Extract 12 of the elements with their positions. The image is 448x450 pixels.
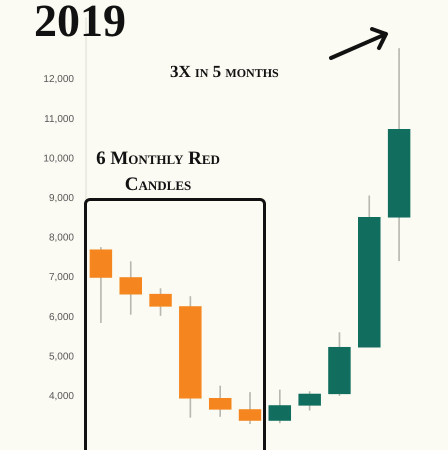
y-tick-label: 5,000: [48, 351, 74, 362]
annotation: 6 Monthly Red Candles: [95, 147, 221, 197]
y-tick-label: 7,000: [48, 272, 74, 284]
y-tick-label: 9,000: [48, 193, 74, 204]
y-tick-label: 8,000: [48, 232, 74, 244]
y-tick-label: 4,000: [48, 391, 74, 402]
chart-title: 2019: [34, 0, 126, 46]
y-tick-label: 6,000: [48, 312, 74, 323]
y-tick-label: 10,000: [43, 153, 74, 164]
annotation: 3X in 5 months: [170, 62, 279, 82]
y-tick-label: 11,000: [44, 114, 74, 125]
y-tick-label: 12,000: [43, 74, 74, 86]
